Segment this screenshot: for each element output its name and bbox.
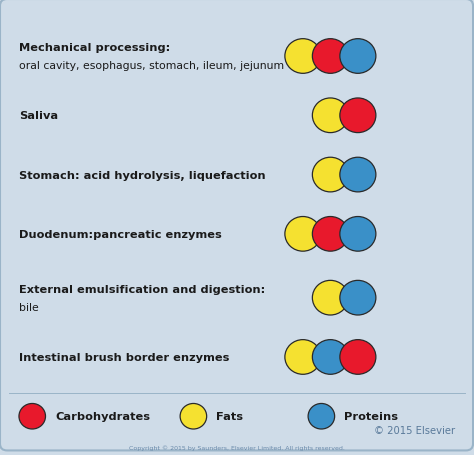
Circle shape <box>312 40 348 74</box>
Circle shape <box>312 99 348 133</box>
Circle shape <box>308 404 335 429</box>
Circle shape <box>340 99 376 133</box>
Circle shape <box>285 217 321 252</box>
Circle shape <box>312 217 348 252</box>
Circle shape <box>312 340 348 374</box>
Text: oral cavity, esophagus, stomach, ileum, jejunum: oral cavity, esophagus, stomach, ileum, … <box>19 61 284 71</box>
Text: Copyright © 2015 by Saunders, Elsevier Limited. All rights reserved.: Copyright © 2015 by Saunders, Elsevier L… <box>129 444 345 450</box>
Circle shape <box>285 340 321 374</box>
Text: Fats: Fats <box>216 411 243 421</box>
Text: Carbohydrates: Carbohydrates <box>55 411 150 421</box>
Circle shape <box>312 158 348 192</box>
Circle shape <box>312 281 348 315</box>
Circle shape <box>340 281 376 315</box>
Text: Proteins: Proteins <box>344 411 398 421</box>
Circle shape <box>19 404 46 429</box>
Text: Intestinal brush border enzymes: Intestinal brush border enzymes <box>19 352 229 362</box>
Text: External emulsification and digestion:: External emulsification and digestion: <box>19 284 265 294</box>
Text: Saliva: Saliva <box>19 111 58 121</box>
Circle shape <box>340 40 376 74</box>
Circle shape <box>285 40 321 74</box>
Circle shape <box>180 404 207 429</box>
Circle shape <box>340 158 376 192</box>
Text: Mechanical processing:: Mechanical processing: <box>19 43 170 53</box>
Circle shape <box>340 217 376 252</box>
Text: Stomach: acid hydrolysis, liquefaction: Stomach: acid hydrolysis, liquefaction <box>19 170 265 180</box>
Text: © 2015 Elsevier: © 2015 Elsevier <box>374 425 455 435</box>
Circle shape <box>340 340 376 374</box>
Text: Duodenum:pancreatic enzymes: Duodenum:pancreatic enzymes <box>19 229 222 239</box>
Text: bile: bile <box>19 302 39 312</box>
